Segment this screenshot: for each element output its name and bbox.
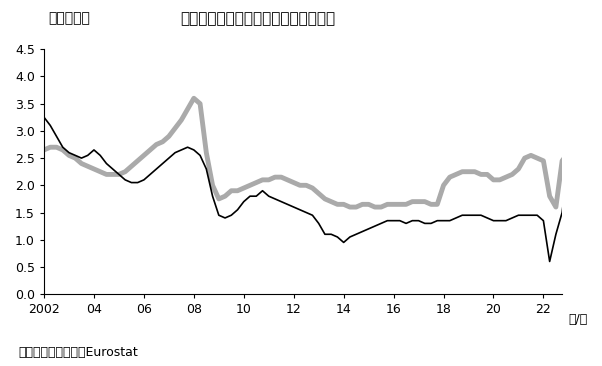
Text: 年/期: 年/期: [568, 313, 588, 326]
Text: サービス価格: サービス価格: [0, 365, 1, 366]
Text: ユーロ圏の賃金とサービス価格の推移: ユーロ圏の賃金とサービス価格の推移: [181, 11, 336, 26]
Text: 〔図表１〕: 〔図表１〕: [48, 11, 90, 25]
Text: （出所）　ＥＣＢ、Eurostat: （出所） ＥＣＢ、Eurostat: [18, 346, 138, 359]
Text: 協約賃金: 協約賃金: [0, 365, 1, 366]
